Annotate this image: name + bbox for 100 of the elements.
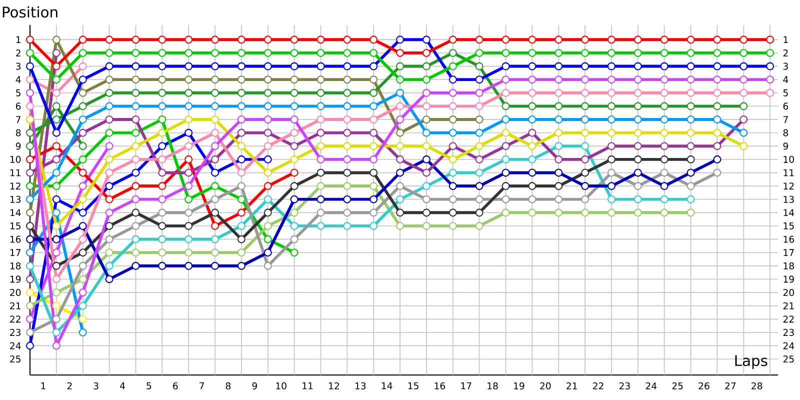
point	[52, 102, 60, 110]
point	[343, 36, 352, 44]
x-tick-label: 15	[408, 382, 418, 390]
point	[52, 36, 60, 44]
point	[132, 115, 140, 124]
point	[211, 222, 220, 230]
point	[448, 222, 457, 230]
point	[554, 36, 563, 44]
point	[26, 48, 34, 57]
point	[26, 102, 34, 110]
y2-tick-label: 7	[783, 116, 788, 123]
point	[264, 76, 272, 84]
point	[660, 128, 668, 137]
point	[740, 76, 748, 84]
y2-tick-label: 24	[783, 342, 794, 350]
point	[370, 62, 378, 70]
point	[475, 168, 484, 177]
y-tick-label: 10	[10, 156, 21, 163]
point	[184, 182, 193, 190]
point	[370, 142, 378, 150]
point	[132, 235, 140, 244]
y2-tick-label: 2	[783, 49, 788, 56]
point	[713, 62, 722, 70]
point	[607, 48, 616, 57]
point	[237, 88, 246, 97]
point	[634, 48, 642, 57]
point	[448, 36, 457, 44]
y-tick-label: 7	[16, 116, 20, 123]
point	[343, 48, 352, 57]
point	[581, 48, 590, 57]
y-tick-label: 2	[16, 49, 20, 56]
y2-tick-label: 3	[783, 62, 788, 70]
point	[634, 62, 642, 70]
point	[26, 222, 34, 230]
point	[237, 262, 246, 270]
point	[448, 115, 457, 124]
point	[660, 88, 668, 97]
point	[581, 88, 590, 97]
x-tick-label: 1	[41, 382, 46, 390]
point	[502, 88, 510, 97]
point	[78, 288, 87, 296]
point	[713, 128, 722, 137]
point	[105, 195, 114, 204]
y-tick-label: 24	[10, 342, 21, 350]
point	[343, 155, 352, 164]
point	[105, 222, 114, 230]
point	[502, 195, 510, 204]
point	[448, 102, 457, 110]
point	[713, 102, 722, 110]
point	[343, 115, 352, 124]
point	[502, 48, 510, 57]
point	[264, 142, 272, 150]
point	[316, 155, 325, 164]
point	[184, 36, 193, 44]
point	[26, 275, 34, 284]
point	[290, 182, 298, 190]
point	[713, 155, 722, 164]
point	[607, 195, 616, 204]
x-tick-label: 8	[226, 382, 231, 390]
point	[370, 155, 378, 164]
x-axis-title: Laps	[735, 355, 768, 369]
point	[105, 76, 114, 84]
y2-tick-label: 20	[783, 288, 794, 296]
point	[52, 208, 60, 217]
point	[554, 48, 563, 57]
y2-tick-label: 11	[784, 169, 794, 176]
point	[52, 168, 60, 177]
point	[158, 115, 166, 124]
point	[264, 235, 272, 244]
point	[52, 222, 60, 230]
point	[660, 48, 668, 57]
point	[264, 222, 272, 230]
point	[528, 208, 536, 217]
point	[343, 142, 352, 150]
point	[237, 195, 246, 204]
point	[26, 182, 34, 190]
x-tick-label: 7	[200, 382, 204, 390]
point	[211, 128, 220, 137]
point	[554, 142, 563, 150]
point	[686, 48, 695, 57]
point	[26, 168, 34, 177]
point	[132, 128, 140, 137]
point	[105, 88, 114, 97]
y2-tick-label: 10	[784, 156, 794, 163]
point	[52, 342, 60, 350]
point	[554, 102, 563, 110]
point	[448, 128, 457, 137]
point	[290, 222, 298, 230]
point	[343, 168, 352, 177]
point	[581, 195, 590, 204]
point	[607, 36, 616, 44]
y2-tick-label: 13	[784, 196, 794, 203]
point	[26, 328, 34, 336]
y-tick-label: 4	[16, 76, 21, 83]
point	[634, 76, 642, 84]
point	[422, 208, 430, 217]
point	[132, 195, 140, 204]
point	[184, 128, 193, 137]
point	[370, 48, 378, 57]
y2-tick-label: 12	[784, 182, 794, 190]
